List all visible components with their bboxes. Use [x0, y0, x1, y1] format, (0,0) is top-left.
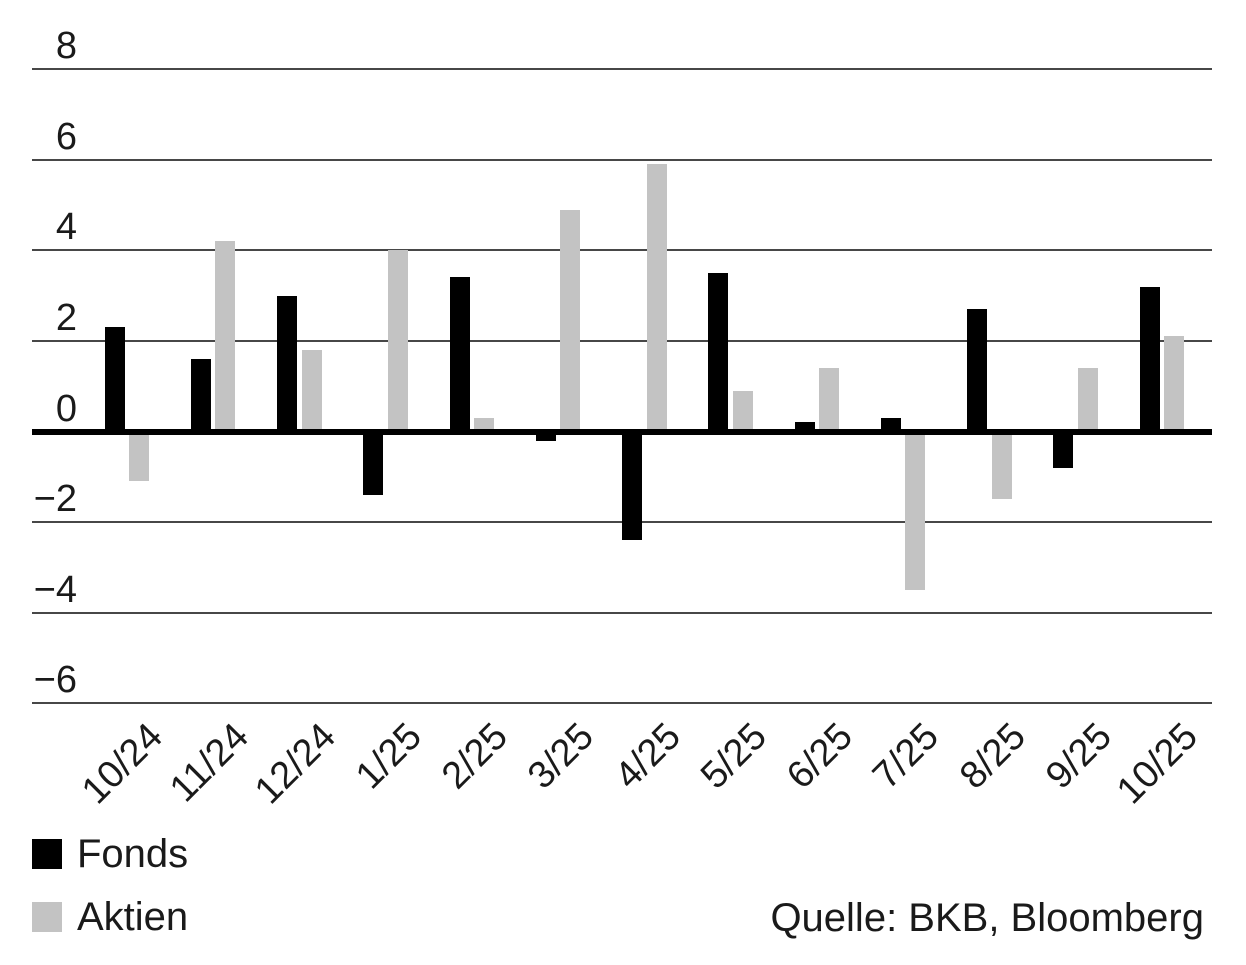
y-tick-label: 0	[55, 387, 77, 430]
fonds-bar-4/25	[622, 431, 642, 541]
fonds-bar-11/24	[190, 359, 211, 432]
fonds-bar-2/25	[449, 277, 470, 432]
legend: Fonds Aktien	[32, 834, 188, 965]
legend-label-fonds: Fonds	[77, 832, 189, 876]
source-label: Quelle: BKB, Bloomberg	[770, 896, 1204, 940]
y-tick-label: −4	[33, 568, 77, 611]
legend-item-aktien: Aktien	[32, 897, 188, 937]
y-tick-label: 4	[55, 206, 77, 249]
fonds-bar-9/25	[1053, 431, 1074, 468]
y-gridline	[32, 68, 1212, 71]
aktien-bar-1/25	[387, 250, 408, 432]
fonds-bar-8/25	[967, 309, 987, 432]
aktien-bar-3/25	[560, 209, 581, 432]
aktien-bar-12/24	[301, 349, 322, 432]
aktien-bar-8/25	[991, 431, 1012, 500]
aktien-bar-6/25	[819, 368, 840, 432]
aktien-bar-11/24	[215, 241, 236, 432]
fonds-swatch-icon	[32, 839, 62, 869]
fonds-bar-12/24	[277, 295, 297, 432]
fonds-bar-10/25	[1139, 286, 1160, 432]
y-tick-label: −2	[33, 478, 77, 521]
fonds-bar-7/25	[880, 417, 901, 432]
aktien-bar-5/25	[732, 390, 753, 432]
aktien-bar-10/25	[1164, 336, 1185, 432]
aktien-bar-7/25	[905, 431, 926, 591]
y-gridline	[32, 158, 1212, 161]
legend-label-aktien: Aktien	[77, 895, 189, 939]
aktien-bar-2/25	[474, 417, 495, 432]
y-tick-label: 8	[55, 25, 77, 68]
y-tick-label: −6	[33, 659, 77, 702]
y-gridline	[32, 611, 1212, 614]
y-tick-label: 6	[55, 115, 77, 158]
zero-axis-line	[32, 428, 1212, 435]
y-gridline	[32, 702, 1212, 705]
fonds-bar-10/24	[104, 327, 125, 432]
aktien-bar-9/25	[1077, 368, 1098, 432]
fonds-bar-1/25	[363, 431, 384, 495]
fonds-bar-6/25	[794, 422, 815, 432]
y-tick-label: 2	[55, 296, 77, 339]
aktien-bar-10/24	[129, 431, 150, 482]
y-gridline	[32, 249, 1212, 252]
aktien-swatch-icon	[32, 902, 62, 932]
fonds-bar-5/25	[708, 272, 729, 432]
aktien-bar-4/25	[646, 164, 667, 432]
legend-item-fonds: Fonds	[32, 834, 188, 874]
y-gridline	[32, 339, 1212, 342]
fonds-bar-3/25	[535, 431, 556, 441]
